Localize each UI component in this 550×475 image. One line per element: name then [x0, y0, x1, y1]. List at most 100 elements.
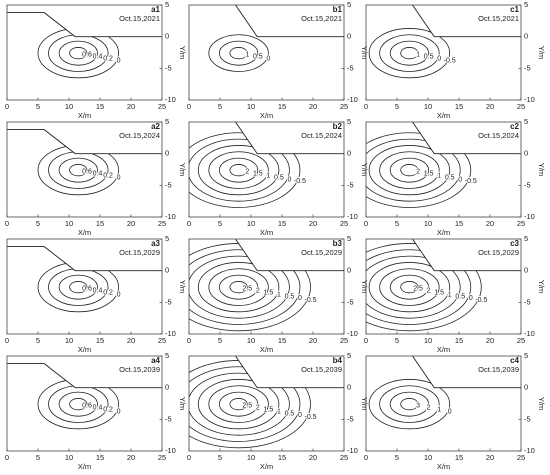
contour-line: [400, 47, 419, 60]
panel: -0.500.511.520 5 10 15 20 2550-5-10X/mY/mb2Oc…: [187, 117, 369, 237]
contour-label: -0.5: [465, 178, 477, 185]
panel-label: a4: [151, 356, 160, 365]
y-tick-label: -5: [347, 63, 354, 72]
contour-line: [37, 379, 120, 430]
y-tick-label: -5: [165, 414, 172, 423]
contour-label: 3: [416, 403, 420, 410]
date-label: Oct.15,2029: [301, 248, 342, 257]
date-label: Oct.15,2029: [478, 248, 519, 257]
x-tick-label: 0: [364, 219, 368, 228]
contour-label: 1: [416, 52, 420, 59]
contour-label: -0.5: [304, 414, 316, 421]
contour-label: 1: [437, 172, 441, 179]
x-axis-label: X/m: [437, 228, 450, 237]
ground-surface: [235, 355, 344, 389]
date-label: Oct.15,2039: [478, 365, 519, 374]
panel: -0.500.511.522.50 5 10 15 20 2550-5-10X/mY/mb…: [187, 234, 369, 354]
y-tick-label: -10: [165, 95, 176, 104]
contour-label: 2.5: [413, 286, 423, 293]
contour-line: [229, 47, 248, 60]
y-tick-label: 5: [524, 117, 528, 126]
y-tick-label: 0: [524, 149, 528, 158]
contour-label: 1.5: [424, 171, 434, 178]
x-tick-label: 0: [187, 219, 191, 228]
contours: [37, 379, 120, 430]
contour-label: 0.4: [93, 54, 103, 61]
x-tick-label: 25: [340, 453, 348, 462]
contour-line: [366, 255, 461, 319]
y-tick-label: 5: [165, 0, 169, 9]
ground-surface: [235, 121, 344, 155]
ground-surface: [412, 4, 521, 38]
date-label: Oct.15,2021: [478, 14, 519, 23]
x-tick-label: 5: [218, 336, 222, 345]
x-tick-label: 25: [340, 102, 348, 111]
x-tick-label: 15: [278, 102, 286, 111]
x-tick-label: 5: [218, 102, 222, 111]
contour-label: 0.5: [445, 174, 455, 181]
contour-line: [368, 28, 451, 79]
contour-label: -0.5: [475, 297, 487, 304]
contour-line: [37, 262, 120, 313]
x-tick-label: 10: [65, 219, 73, 228]
contour-label: 0: [117, 57, 121, 64]
contour-label: 1.5: [434, 289, 444, 296]
y-tick-label: -5: [347, 297, 354, 306]
y-tick-label: 0: [165, 149, 169, 158]
contours: [368, 379, 451, 430]
contour-line: [400, 281, 419, 294]
contour-label: 0: [469, 295, 473, 302]
y-axis-label: Y/m: [178, 397, 187, 410]
contour-line: [189, 360, 311, 449]
contour-label: 2.5: [242, 286, 252, 293]
x-axis-label: X/m: [260, 228, 273, 237]
contour-label: 1: [266, 172, 270, 179]
date-label: Oct.15,2039: [301, 365, 342, 374]
x-tick-label: 5: [36, 336, 40, 345]
panel-label: a2: [151, 122, 160, 131]
contours: [189, 243, 311, 332]
y-tick-label: 5: [347, 117, 351, 126]
contour-line: [189, 366, 301, 442]
x-tick-label: 0: [5, 336, 9, 345]
contour-label: 2.5: [242, 403, 252, 410]
contour-label: 1.5: [263, 406, 273, 413]
y-tick-label: 0: [165, 266, 169, 275]
x-tick-label: 15: [96, 219, 104, 228]
y-tick-label: 0: [165, 32, 169, 41]
ground-surface: [412, 121, 521, 155]
panel: -0.500.511.522.50 5 10 15 20 2550-5-10X/mY/mc…: [364, 234, 546, 354]
x-tick-label: 20: [486, 453, 494, 462]
plot-frame: [6, 121, 163, 218]
x-tick-label: 5: [395, 219, 399, 228]
y-tick-label: -10: [347, 212, 358, 221]
x-tick-label: 15: [278, 336, 286, 345]
contour-line: [379, 385, 440, 423]
panel-label: b2: [333, 122, 343, 131]
y-tick-label: -5: [165, 180, 172, 189]
contour-label: 2: [427, 288, 431, 295]
x-tick-label: 0: [364, 102, 368, 111]
plot-frame: [188, 4, 345, 101]
contour-line: [69, 164, 88, 177]
x-tick-label: 25: [517, 219, 525, 228]
date-label: Oct.15,2024: [478, 131, 519, 140]
y-tick-label: 0: [524, 383, 528, 392]
contour-label: 0: [287, 176, 291, 183]
x-tick-label: 25: [517, 102, 525, 111]
contour-line: [368, 262, 451, 313]
contour-label: 0.5: [274, 174, 284, 181]
x-tick-label: 10: [65, 453, 73, 462]
contour-line: [218, 40, 259, 66]
x-axis-label: X/m: [78, 111, 91, 120]
panel: 0 0.20.40.6 0 5 10 15 20 25 5 0 -5 -10 X/m Y/m a1Oct.1…: [5, 0, 187, 120]
contour-line: [366, 243, 482, 332]
y-tick-label: -5: [524, 180, 531, 189]
plot-frame: [365, 121, 522, 218]
y-tick-label: 5: [165, 351, 169, 360]
y-axis-label: Y/m: [537, 397, 546, 410]
panel-label: b4: [333, 356, 343, 365]
contour-label: 0: [117, 408, 121, 415]
contour-line: [366, 249, 472, 325]
